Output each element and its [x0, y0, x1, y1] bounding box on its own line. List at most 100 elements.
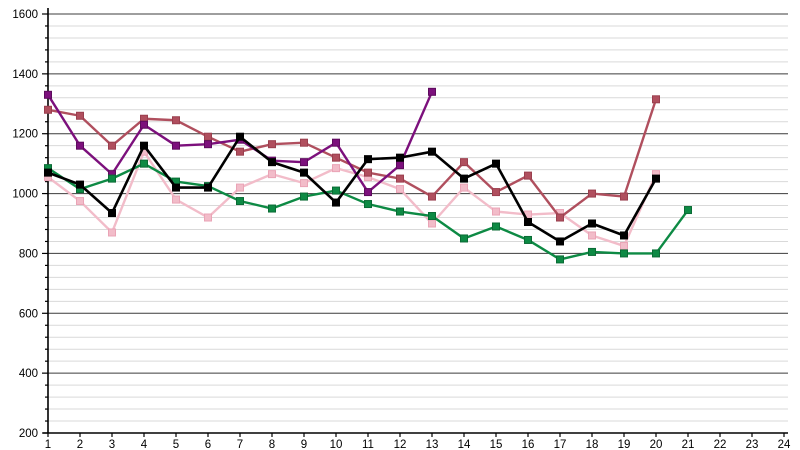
x-tick-label: 4: [141, 439, 148, 450]
series-maroon-marker: [108, 141, 116, 150]
y-tick-label: 1400: [12, 69, 38, 81]
series-maroon-marker: [300, 138, 308, 147]
axes: [42, 8, 788, 437]
series-maroon-marker: [236, 147, 244, 156]
x-tick-label: 10: [330, 439, 343, 450]
x-tick-label: 9: [301, 439, 307, 450]
series-purple-marker: [332, 138, 340, 147]
y-tick-label: 1000: [12, 189, 38, 201]
series-green-marker: [332, 186, 340, 195]
series-maroon-marker: [588, 189, 596, 198]
series-black-marker: [556, 237, 564, 246]
series-pink-marker: [236, 183, 244, 192]
series-black-marker: [524, 218, 532, 227]
series-green-marker: [460, 234, 468, 243]
y-tick-label: 1600: [12, 9, 38, 21]
series-black-marker: [236, 132, 244, 141]
x-tick-label: 24: [778, 439, 791, 450]
series-black-marker: [332, 198, 340, 207]
series-black: [44, 132, 660, 246]
series-pink-marker: [108, 228, 116, 237]
series-green-marker: [428, 212, 436, 221]
series-black-marker: [268, 158, 276, 167]
y-tick-label: 400: [19, 368, 38, 380]
series-black-marker: [396, 153, 404, 162]
series-black-marker: [652, 174, 660, 183]
series-pink-marker: [428, 219, 436, 228]
series-green-marker: [524, 235, 532, 244]
series-green-marker: [684, 206, 692, 215]
series-maroon-marker: [460, 158, 468, 167]
series-pink-marker: [268, 170, 276, 179]
series-purple-marker: [428, 87, 436, 96]
series-maroon-marker: [492, 188, 500, 197]
series-green-marker: [300, 192, 308, 201]
series-black-marker: [172, 183, 180, 192]
x-tick-label: 16: [522, 439, 535, 450]
series-pink-marker: [620, 241, 628, 250]
x-tick-label: 11: [362, 439, 374, 450]
series-purple-marker: [396, 161, 404, 170]
series-maroon-marker: [428, 192, 436, 201]
series-black-marker: [44, 168, 52, 177]
y-axis-labels: 200 400 600 800 1000 1200 1400 1600: [12, 9, 38, 440]
series-black-marker: [588, 219, 596, 228]
x-tick-label: 15: [490, 439, 503, 450]
series-green-marker: [492, 222, 500, 231]
series-maroon-marker: [364, 168, 372, 177]
x-tick-label: 1: [45, 439, 51, 450]
series-green-marker: [108, 174, 116, 183]
series-maroon: [44, 95, 660, 222]
x-tick-label: 3: [109, 439, 115, 450]
series-black-marker: [428, 147, 436, 156]
series-maroon-marker: [652, 95, 660, 104]
y-major-gridlines: [48, 13, 788, 374]
y-tick-label: 1200: [12, 129, 38, 141]
x-tick-label: 7: [237, 439, 243, 450]
series-pink-marker: [204, 213, 212, 222]
series-black-marker: [76, 180, 84, 189]
series-green-marker: [236, 197, 244, 206]
x-tick-label: 13: [426, 439, 439, 450]
y-tick-label: 200: [19, 428, 38, 440]
y-tick-label: 800: [19, 248, 38, 260]
series-maroon-marker: [44, 105, 52, 114]
series-maroon-marker: [76, 111, 84, 120]
series-pink-marker: [588, 231, 596, 240]
x-tick-label: 19: [618, 439, 631, 450]
x-tick-label: 6: [205, 439, 211, 450]
x-tick-label: 5: [173, 439, 179, 450]
series-maroon-marker: [332, 153, 340, 162]
series-maroon-line: [47, 98, 658, 219]
series-maroon-marker: [268, 140, 276, 149]
y-minor-gridlines: [48, 25, 788, 422]
x-tick-label: 12: [394, 439, 407, 450]
series-maroon-marker: [396, 174, 404, 183]
series-purple-marker: [140, 120, 148, 129]
series-black-marker: [300, 168, 308, 177]
series-pink-marker: [460, 183, 468, 192]
series-purple-marker: [76, 141, 84, 150]
series-purple-marker: [364, 188, 372, 197]
series-purple-marker: [204, 140, 212, 149]
series-black-marker: [204, 183, 212, 192]
series-black-marker: [620, 231, 628, 240]
x-tick-label: 2: [77, 439, 83, 450]
series-green-marker: [140, 159, 148, 168]
series-black-line: [47, 135, 658, 243]
series-black-marker: [108, 209, 116, 218]
series-black-marker: [140, 141, 148, 150]
series-maroon-marker: [556, 213, 564, 222]
series-pink-marker: [76, 197, 84, 206]
series-green-marker: [364, 200, 372, 209]
series-pink-marker: [300, 179, 308, 188]
x-tick-label: 21: [682, 439, 695, 450]
series-pink-line: [47, 150, 658, 248]
series-green-marker: [556, 255, 564, 264]
x-tick-label: 17: [554, 439, 567, 450]
series-black-marker: [492, 159, 500, 168]
series-pink-marker: [332, 164, 340, 173]
series-maroon-marker: [620, 192, 628, 201]
